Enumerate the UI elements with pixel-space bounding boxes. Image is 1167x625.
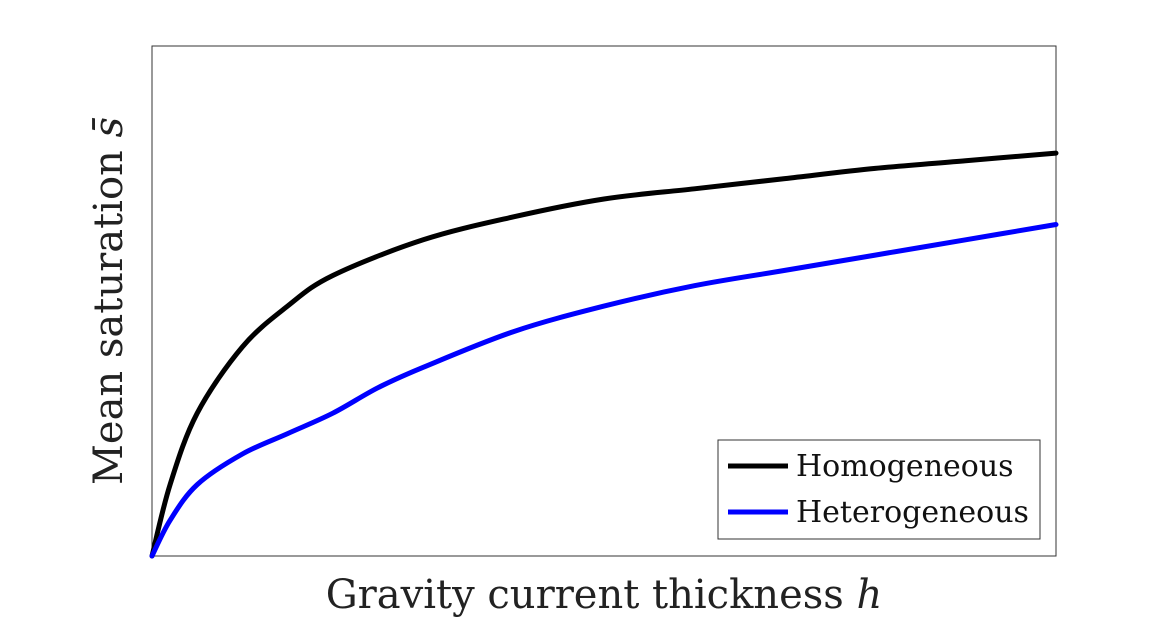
series-group [149,150,1059,559]
x-axis-symbol: h [857,572,883,618]
x-axis-label-text: Gravity current thickness [326,572,844,618]
y-axis-symbol: s̄ [86,117,132,138]
y-axis-label: Mean saturation s̄ [86,117,132,485]
x-axis-label: Gravity current thickness h [326,572,883,618]
legend-box [717,439,1041,540]
legend-label-heterogeneous: Heterogeneous [796,495,1029,530]
legend-label-homogeneous: Homogeneous [796,449,1014,484]
series-line-homogeneous [149,150,1059,559]
legend: Homogeneous Heterogeneous [717,439,1041,540]
series-line-heterogeneous [149,222,1059,559]
y-axis-label-text: Mean saturation [86,150,132,485]
